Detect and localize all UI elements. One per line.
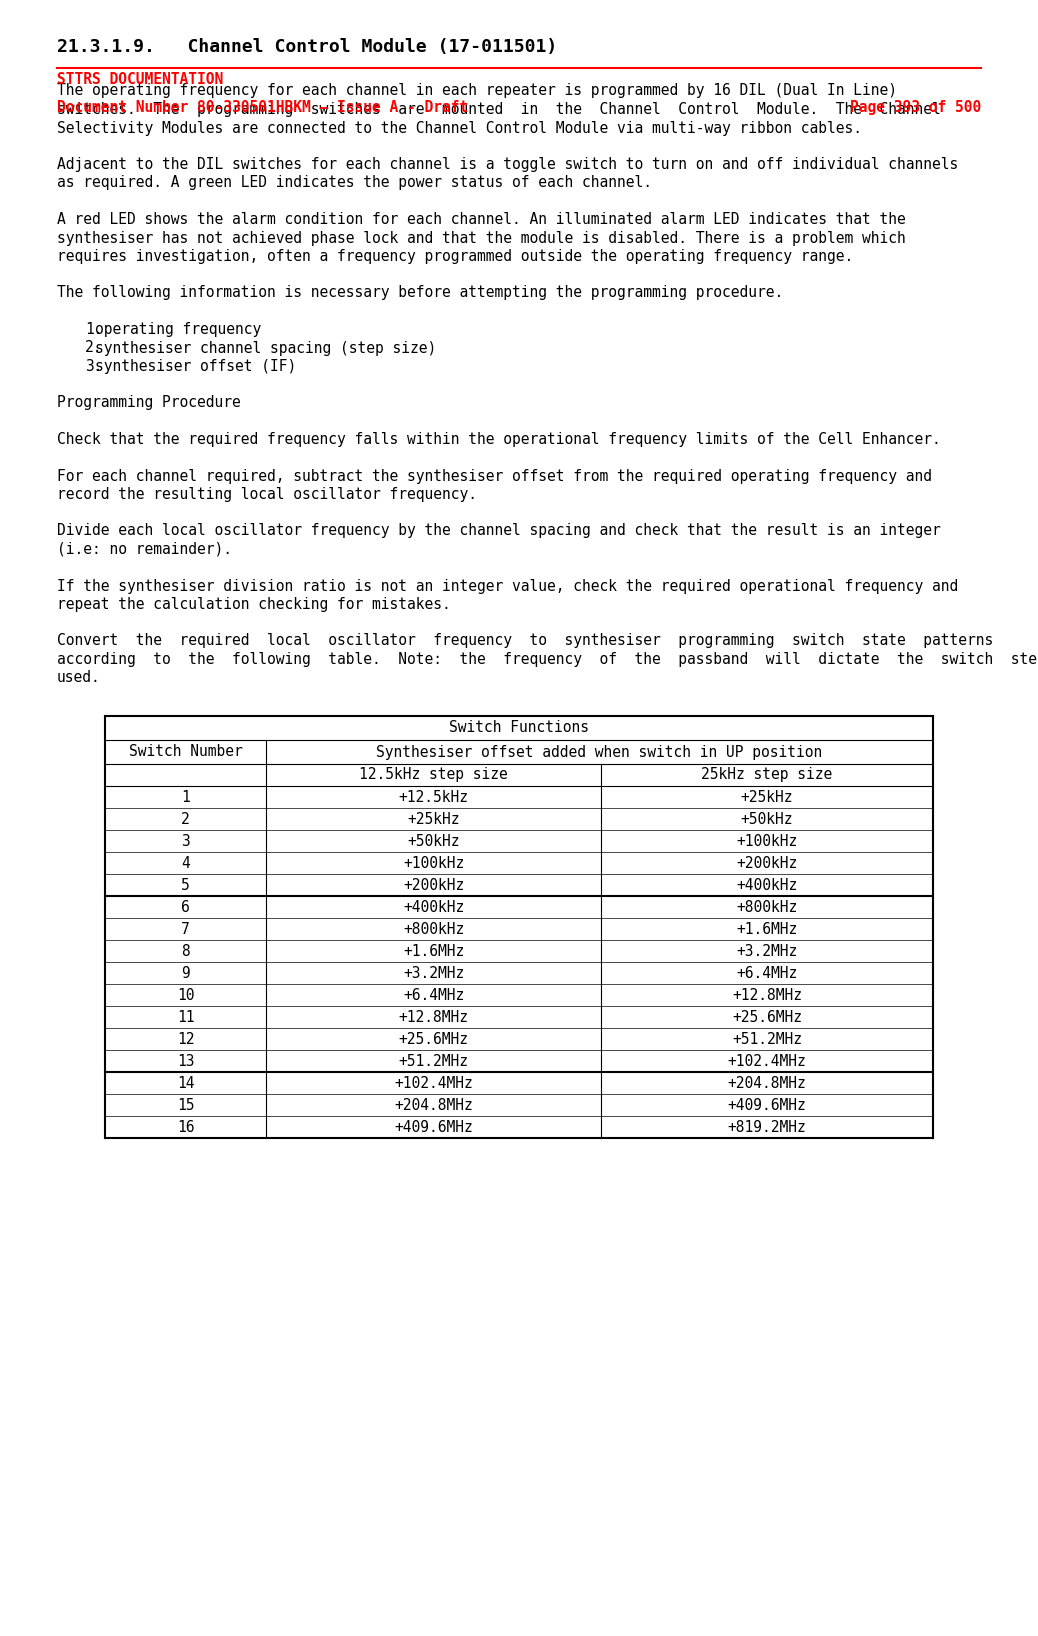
Text: +102.4MHz: +102.4MHz [728, 1054, 807, 1068]
Text: according  to  the  following  table.  Note:  the  frequency  of  the  passband : according to the following table. Note: … [57, 653, 1038, 667]
Text: +100kHz: +100kHz [736, 833, 797, 849]
Text: 5: 5 [181, 877, 190, 893]
Text: as required. A green LED indicates the power status of each channel.: as required. A green LED indicates the p… [57, 175, 652, 190]
Text: 6: 6 [181, 900, 190, 915]
Text: +204.8MHz: +204.8MHz [728, 1075, 807, 1091]
Text: +100kHz: +100kHz [403, 856, 464, 870]
Text: 14: 14 [176, 1075, 194, 1091]
Text: Switch Functions: Switch Functions [449, 720, 589, 736]
Text: +102.4MHz: +102.4MHz [394, 1075, 473, 1091]
Text: +25kHz: +25kHz [741, 790, 793, 805]
Text: Convert  the  required  local  oscillator  frequency  to  synthesiser  programmi: Convert the required local oscillator fr… [57, 633, 993, 648]
Text: 16: 16 [176, 1119, 194, 1134]
Text: 1: 1 [181, 790, 190, 805]
Text: +819.2MHz: +819.2MHz [728, 1119, 807, 1134]
Text: synthesiser offset (IF): synthesiser offset (IF) [95, 358, 296, 375]
Text: Selectivity Modules are connected to the Channel Control Module via multi-way ri: Selectivity Modules are connected to the… [57, 121, 862, 136]
Text: 25kHz step size: 25kHz step size [702, 767, 832, 782]
Text: +400kHz: +400kHz [736, 877, 797, 893]
Text: used.: used. [57, 671, 101, 685]
Text: Check that the required frequency falls within the operational frequency limits : Check that the required frequency falls … [57, 432, 940, 447]
Text: +50kHz: +50kHz [741, 811, 793, 826]
Text: 10: 10 [176, 988, 194, 1003]
Text: STTRS DOCUMENTATION: STTRS DOCUMENTATION [57, 72, 223, 87]
Text: 7: 7 [181, 921, 190, 936]
Text: +12.8MHz: +12.8MHz [732, 988, 802, 1003]
Text: 2: 2 [181, 811, 190, 826]
Text: A red LED shows the alarm condition for each channel. An illuminated alarm LED i: A red LED shows the alarm condition for … [57, 213, 906, 227]
Text: synthesiser channel spacing (step size): synthesiser channel spacing (step size) [95, 340, 436, 355]
Text: Document Number 80-330501HBKM – Issue A - Draft: Document Number 80-330501HBKM – Issue A … [57, 100, 468, 115]
Text: operating frequency: operating frequency [95, 322, 262, 337]
Text: 3: 3 [181, 833, 190, 849]
Text: +51.2MHz: +51.2MHz [732, 1032, 802, 1047]
Text: (i.e: no remainder).: (i.e: no remainder). [57, 542, 233, 556]
Text: Divide each local oscillator frequency by the channel spacing and check that the: Divide each local oscillator frequency b… [57, 524, 940, 538]
Text: +409.6MHz: +409.6MHz [728, 1098, 807, 1112]
Text: 8: 8 [181, 944, 190, 959]
Text: +3.2MHz: +3.2MHz [736, 944, 797, 959]
Text: Switch Number: Switch Number [129, 744, 243, 759]
Text: 21.3.1.9.   Channel Control Module (17-011501): 21.3.1.9. Channel Control Module (17-011… [57, 38, 557, 56]
Text: 11: 11 [176, 1009, 194, 1024]
Text: +200kHz: +200kHz [403, 877, 464, 893]
Text: 3.: 3. [85, 358, 103, 375]
Text: +25kHz: +25kHz [407, 811, 460, 826]
Text: switches.  The  programming  switches  are  mounted  in  the  Channel  Control  : switches. The programming switches are m… [57, 101, 940, 118]
Text: If the synthesiser division ratio is not an integer value, check the required op: If the synthesiser division ratio is not… [57, 579, 958, 594]
Text: record the resulting local oscillator frequency.: record the resulting local oscillator fr… [57, 488, 477, 502]
Text: +204.8MHz: +204.8MHz [394, 1098, 473, 1112]
Text: For each channel required, subtract the synthesiser offset from the required ope: For each channel required, subtract the … [57, 468, 932, 484]
Text: +1.6MHz: +1.6MHz [736, 921, 797, 936]
Text: 13: 13 [176, 1054, 194, 1068]
Text: The operating frequency for each channel in each repeater is programmed by 16 DI: The operating frequency for each channel… [57, 83, 897, 98]
Text: Synthesiser offset added when switch in UP position: Synthesiser offset added when switch in … [377, 744, 823, 759]
Text: +51.2MHz: +51.2MHz [399, 1054, 468, 1068]
Text: +12.8MHz: +12.8MHz [399, 1009, 468, 1024]
Text: +6.4MHz: +6.4MHz [736, 965, 797, 980]
Text: 1.: 1. [85, 322, 103, 337]
Text: Programming Procedure: Programming Procedure [57, 396, 241, 411]
Text: The following information is necessary before attempting the programming procedu: The following information is necessary b… [57, 286, 784, 301]
Text: 12.5kHz step size: 12.5kHz step size [359, 767, 508, 782]
Text: +400kHz: +400kHz [403, 900, 464, 915]
Text: +800kHz: +800kHz [403, 921, 464, 936]
Text: 9: 9 [181, 965, 190, 980]
Text: synthesiser has not achieved phase lock and that the module is disabled. There i: synthesiser has not achieved phase lock … [57, 231, 906, 245]
Text: +3.2MHz: +3.2MHz [403, 965, 464, 980]
Text: requires investigation, often a frequency programmed outside the operating frequ: requires investigation, often a frequenc… [57, 249, 853, 263]
Text: +25.6MHz: +25.6MHz [732, 1009, 802, 1024]
Text: 2.: 2. [85, 340, 103, 355]
Text: 12: 12 [176, 1032, 194, 1047]
Text: +800kHz: +800kHz [736, 900, 797, 915]
Text: +1.6MHz: +1.6MHz [403, 944, 464, 959]
Text: +409.6MHz: +409.6MHz [394, 1119, 473, 1134]
Text: Page 393 of 500: Page 393 of 500 [850, 100, 981, 115]
Text: 15: 15 [176, 1098, 194, 1112]
Text: +50kHz: +50kHz [407, 833, 460, 849]
Text: +6.4MHz: +6.4MHz [403, 988, 464, 1003]
Text: repeat the calculation checking for mistakes.: repeat the calculation checking for mist… [57, 597, 450, 612]
Text: 4: 4 [181, 856, 190, 870]
Text: +200kHz: +200kHz [736, 856, 797, 870]
Text: +25.6MHz: +25.6MHz [399, 1032, 468, 1047]
Text: +12.5kHz: +12.5kHz [399, 790, 468, 805]
Text: Adjacent to the DIL switches for each channel is a toggle switch to turn on and : Adjacent to the DIL switches for each ch… [57, 157, 958, 172]
